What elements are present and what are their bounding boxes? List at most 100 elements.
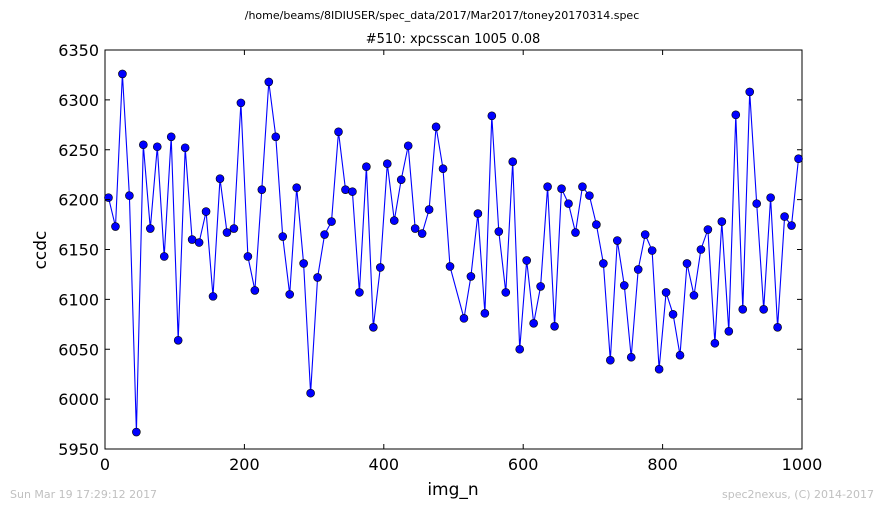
data-point (180, 143, 190, 153)
data-point (285, 290, 295, 299)
data-point (257, 185, 267, 194)
plot-area: 0 200 400 600 800 1000 5950 6000 6050 6100 6150 620… (58, 41, 822, 474)
data-point (306, 388, 315, 398)
data-point (438, 164, 448, 174)
data-point (640, 230, 650, 239)
data-point (766, 193, 775, 202)
data-point (494, 227, 504, 236)
footer-credit: spec2nexus, (C) 2014-2017 (722, 488, 874, 501)
data-point (396, 175, 406, 184)
y-tick-label: 6050 (58, 340, 99, 359)
data-point (592, 220, 601, 229)
data-point (459, 314, 469, 323)
data-point (703, 225, 713, 234)
data-point (243, 252, 253, 261)
x-tick-label: 200 (229, 455, 260, 474)
data-point (759, 305, 768, 314)
data-point (417, 229, 427, 238)
data-point (612, 236, 622, 245)
y-tick-label: 5950 (58, 440, 99, 459)
data-point (104, 193, 113, 202)
series-line (107, 73, 800, 433)
data-point (348, 187, 357, 196)
data-point (487, 111, 497, 121)
data-point (369, 323, 378, 332)
data-point (208, 292, 218, 301)
chart-title: #510: xpcsscan 1005 0.08 (366, 32, 541, 47)
data-point (724, 326, 734, 336)
data-point (292, 183, 301, 192)
data-point (229, 224, 239, 233)
series-layer (104, 69, 803, 437)
y-axis-label: ccdc (31, 231, 51, 270)
data-point (111, 222, 120, 231)
data-point (201, 207, 211, 216)
data-point (355, 288, 364, 297)
data-point (578, 182, 587, 191)
x-tick-label: 600 (508, 455, 539, 474)
x-axis-label: img_n (427, 480, 478, 500)
data-point (410, 224, 420, 233)
data-point (745, 87, 755, 97)
y-tick-label: 6200 (58, 191, 99, 210)
y-tick-label: 6250 (58, 141, 99, 160)
data-point (787, 221, 796, 230)
data-point (466, 272, 476, 281)
data-point (619, 281, 629, 290)
x-tick-label: 400 (369, 455, 400, 474)
data-point (682, 259, 692, 268)
data-point (585, 191, 594, 200)
x-tick-label: 800 (647, 455, 678, 474)
data-point (731, 110, 741, 120)
data-point (424, 205, 434, 214)
data-point (334, 127, 343, 137)
data-point (194, 238, 204, 247)
data-point (550, 322, 559, 331)
data-point (564, 199, 573, 208)
data-point (250, 286, 260, 295)
data-point (543, 182, 552, 191)
data-point (773, 323, 782, 332)
data-point (752, 199, 761, 208)
data-point (571, 228, 580, 237)
data-point (376, 263, 385, 272)
data-point (431, 122, 441, 132)
data-point (125, 191, 134, 200)
data-point (152, 142, 162, 152)
data-point (668, 310, 678, 319)
data-point (633, 265, 643, 274)
data-point (515, 344, 525, 354)
y-tick-label: 6350 (58, 41, 99, 60)
data-point (139, 140, 148, 150)
data-point (320, 230, 329, 239)
data-point (445, 262, 455, 271)
data-point (389, 216, 399, 225)
data-point (362, 162, 371, 172)
data-point (710, 338, 720, 348)
data-point (606, 355, 615, 365)
data-point (166, 132, 176, 142)
data-point (689, 291, 699, 300)
data-point (118, 69, 127, 79)
footer-timestamp: Sun Mar 19 17:29:12 2017 (10, 488, 157, 501)
data-point (675, 350, 685, 360)
data-point (271, 132, 281, 142)
data-point (599, 259, 608, 268)
data-point (215, 174, 225, 183)
data-point (278, 232, 288, 241)
x-tick-label: 1000 (782, 455, 823, 474)
y-tick-label: 6300 (58, 91, 99, 110)
data-point (236, 98, 246, 108)
data-point (327, 217, 336, 226)
data-point (654, 364, 664, 374)
data-point (508, 157, 518, 167)
data-point (299, 259, 308, 268)
data-point (696, 245, 706, 254)
data-point (661, 288, 671, 297)
data-point (313, 273, 322, 282)
data-point (264, 77, 274, 87)
x-tick-label: 0 (100, 455, 110, 474)
data-point (522, 256, 531, 265)
data-point (738, 305, 748, 314)
